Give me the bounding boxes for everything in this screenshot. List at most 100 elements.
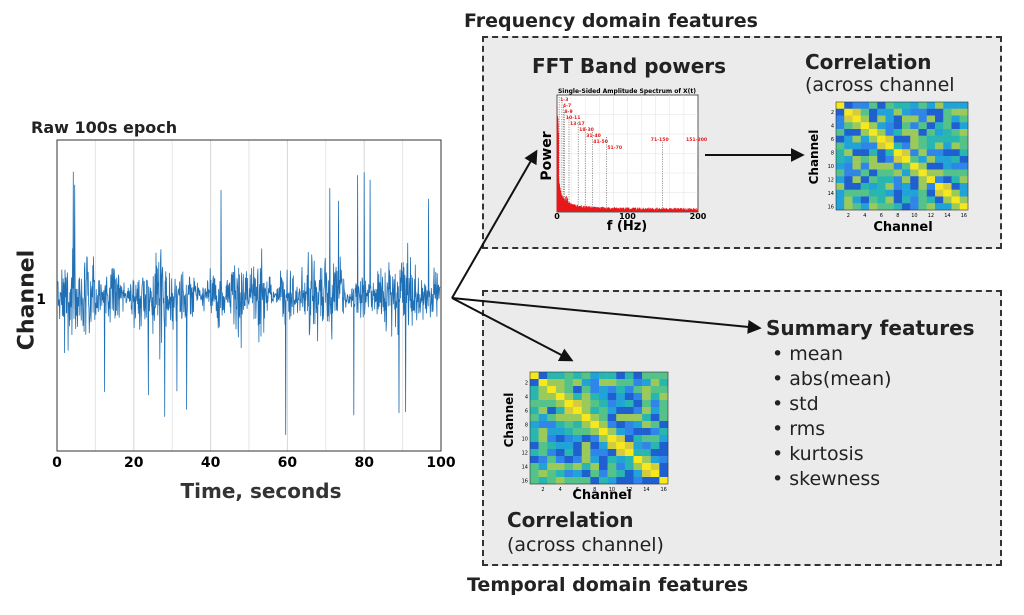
correlation-cell [959,135,969,143]
correlation-cell [555,372,565,380]
correlation-cell [538,477,548,485]
correlation-cell [650,435,660,443]
correlation-cell [659,435,669,443]
correlation-cell [869,156,878,163]
correlation-cell [877,169,886,177]
correlation-cell [599,435,608,443]
correlation-cell [547,414,557,422]
correlation-cell [885,129,894,136]
correlation-cell [959,108,969,116]
correlation-cell [959,189,969,197]
correlation-cell [581,442,591,450]
correlation-cell [538,400,548,408]
correlation-cell [650,442,660,450]
correlation-cell [555,449,565,457]
correlation-cell [624,470,634,478]
correlation-cell [642,428,651,436]
correlation-cell [844,162,853,170]
correlation-cell [590,379,600,387]
correlation-cell [555,393,565,401]
correlation-y-tick: 12 [828,178,834,184]
correlation-cell [860,129,870,136]
correlation-cell [633,428,643,436]
correlation-cell [599,456,608,464]
correlation-cell [926,169,936,177]
correlation-cell [860,156,870,163]
correlation-cell [877,149,886,157]
correlation-cell [918,176,927,184]
correlation-cell [902,162,911,170]
summary-features-title: Summary features [766,316,975,340]
fft-band-label: 4-7 [563,103,571,109]
correlation-cell [885,183,894,190]
correlation-cell [910,176,919,184]
correlation-cell [581,456,591,464]
fft-band-label: 71-150 [651,137,669,143]
correlation-cell [530,407,539,415]
correlation-cell [844,183,853,190]
fft-y-label: Power [539,131,555,180]
correlation-cell [650,400,660,408]
correlation-cell [530,400,539,408]
correlation-x-tick: 14 [944,213,950,219]
correlation-cell [581,407,591,415]
correlation-cell [910,102,919,109]
correlation-cell [616,470,626,478]
correlation-cell [869,183,878,190]
correlation-cell [590,477,600,485]
correlation-cell [650,456,660,464]
correlation-y-tick: 6 [525,409,528,415]
correlation-y-tick: 14 [828,191,834,197]
correlation-cell [642,400,651,408]
correlation-cell [555,414,565,422]
correlation-cell [877,142,886,150]
correlation-cell [926,122,936,130]
correlation-cell [650,407,660,415]
correlation-cell [547,428,557,436]
correlation-cell [885,189,894,197]
correlation-y-tick: 16 [828,205,834,211]
correlation-cell [564,400,574,408]
correlation-cell [951,102,960,109]
correlation-cell [650,421,660,429]
correlation-cell [935,183,944,190]
correlation-cell [935,122,944,130]
correlation-cell [910,129,919,136]
correlation-cell [538,421,548,429]
raw-x-tick: 20 [124,455,144,471]
temp-corr-x-label: Channel [572,488,631,503]
correlation-cell [530,386,539,394]
correlation-cell [959,142,969,150]
correlation-cell [902,108,911,116]
correlation-cell [852,189,861,197]
correlation-cell [943,169,952,177]
correlation-cell [869,196,878,204]
correlation-cell [547,379,557,387]
correlation-cell [852,135,861,143]
correlation-cell [650,477,660,485]
correlation-cell [538,463,548,471]
correlation-cell [852,183,861,190]
correlation-cell [633,463,643,471]
correlation-cell [935,149,944,157]
correlation-cell [869,102,878,109]
correlation-cell [885,169,894,177]
correlation-cell [836,189,845,197]
raw-x-tick: 0 [52,455,62,471]
correlation-cell [573,407,582,415]
correlation-cell [951,169,960,177]
correlation-cell [935,142,944,150]
correlation-cell [951,129,960,136]
correlation-cell [860,108,870,116]
correlation-cell [926,115,936,123]
correlation-cell [885,149,894,157]
correlation-cell [659,414,669,422]
correlation-cell [564,407,574,415]
correlation-cell [852,108,861,116]
freq-corr-subtitle: (across channel [805,74,955,96]
summary-item-kurtosis: kurtosis [772,442,892,467]
correlation-cell [538,414,548,422]
raw-x-tick: 80 [354,455,374,471]
fft-title: FFT Band powers [532,54,727,78]
correlation-cell [659,442,669,450]
